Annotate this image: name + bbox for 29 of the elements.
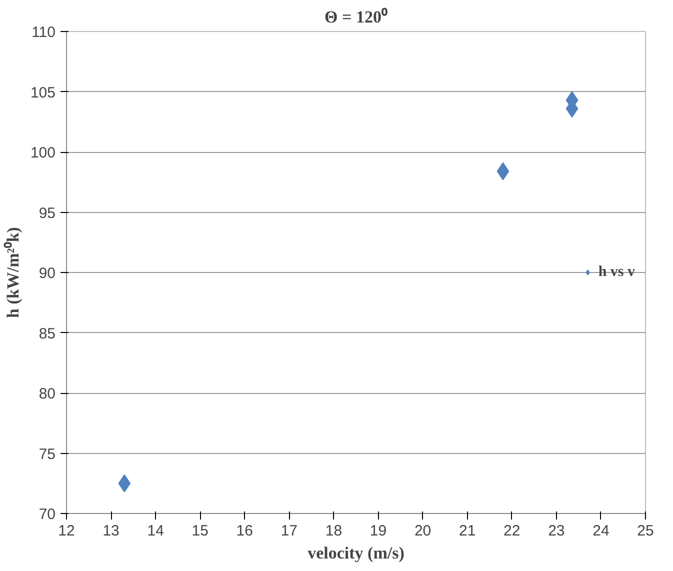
y-tick-label: 85	[38, 325, 56, 342]
y-tick-label: 95	[38, 204, 56, 222]
y-axis-title: h (kW/m²⁰k)	[3, 227, 22, 318]
x-tick-label: 20	[414, 522, 432, 540]
x-tick-label: 22	[504, 522, 520, 540]
y-tick-label: 75	[38, 446, 56, 463]
x-tick-label: 15	[192, 522, 208, 540]
x-tick-label: 25	[637, 522, 654, 540]
x-tick-label: 14	[147, 522, 164, 540]
y-tick-label: 110	[32, 24, 56, 41]
point	[496, 162, 510, 180]
x-axis-title: velocity (m/s)	[308, 544, 404, 562]
x-tick-label: 17	[280, 522, 298, 540]
x-tick-label: 23	[548, 522, 565, 540]
y-tick-label: 105	[30, 84, 56, 102]
x-tick-label: 13	[102, 522, 120, 540]
x-tick-label: 18	[325, 522, 342, 540]
x-tick-label: 19	[370, 522, 387, 540]
x-tick-label: 12	[58, 522, 75, 540]
y-tick-label: 80	[38, 386, 56, 402]
y-tick-label: 100	[30, 144, 56, 162]
legend-label: h vs v	[598, 264, 635, 280]
y-tick-label: 70	[38, 506, 56, 523]
x-tick-label: 24	[592, 522, 610, 540]
chart-title: Θ = 120⁰	[324, 8, 388, 26]
x-tick-label: 16	[236, 522, 253, 540]
y-tick-label: 90	[38, 265, 56, 282]
point	[118, 474, 131, 492]
x-tick-label: 21	[459, 522, 476, 540]
